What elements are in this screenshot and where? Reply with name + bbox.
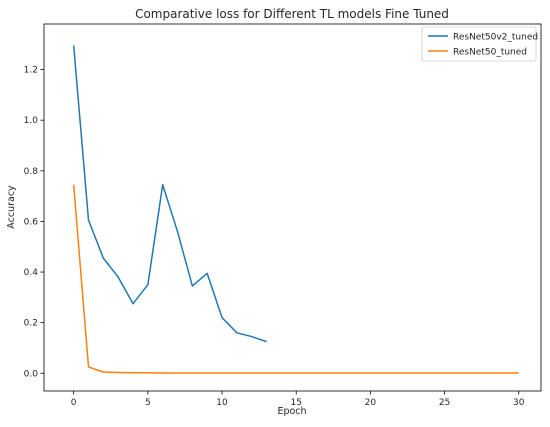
plot-marks xyxy=(72,45,519,374)
x-tick-label: 20 xyxy=(365,398,377,408)
series-line-resnet50-tuned xyxy=(72,184,519,374)
x-tick-label: 25 xyxy=(439,398,450,408)
legend: ResNet50v2_tuned ResNet50_tuned xyxy=(421,26,538,62)
legend-label-resnet50: ResNet50_tuned xyxy=(453,48,527,58)
y-tick-label: 0.6 xyxy=(24,217,39,227)
x-tick-label: 15 xyxy=(290,398,301,408)
y-tick-label: 1.0 xyxy=(24,116,39,126)
series-line-resnet50v2-tuned xyxy=(72,45,267,343)
chart-title: Comparative loss for Different TL models… xyxy=(135,7,449,21)
y-tick-label: 1.2 xyxy=(24,66,38,76)
x-tick-label: 5 xyxy=(145,398,151,408)
x-tick-label: 0 xyxy=(71,398,77,408)
x-tick-label: 30 xyxy=(513,398,525,408)
y-tick-label: 0.2 xyxy=(24,319,38,329)
x-tick-label: 10 xyxy=(216,398,228,408)
axis-ticks: 0 5 10 15 20 25 30 0.0 0.2 0.4 0.6 0.8 1.0 1.2 xyxy=(24,66,525,408)
y-tick-label: 0.0 xyxy=(24,369,39,379)
y-tick-label: 0.8 xyxy=(24,167,39,177)
y-axis-label: Accuracy xyxy=(6,185,17,229)
x-axis-label: Epoch xyxy=(277,406,306,417)
y-tick-label: 0.4 xyxy=(24,268,39,278)
legend-label-resnet50v2: ResNet50v2_tuned xyxy=(453,33,538,43)
legend-box xyxy=(421,26,537,62)
plot-frame xyxy=(43,23,542,392)
